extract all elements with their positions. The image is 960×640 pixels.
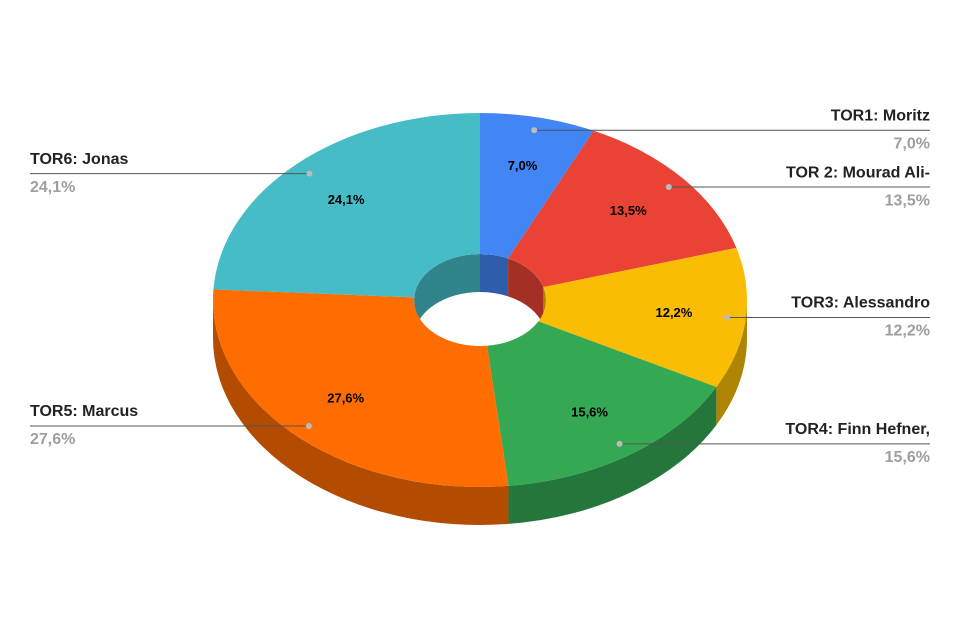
legend-label: TOR3: Alessandro: [791, 295, 930, 312]
leader-dot: [531, 127, 538, 134]
slice-side: [716, 300, 747, 425]
legend-value: 24,1%: [30, 179, 75, 196]
slice-label: 27,6%: [327, 390, 364, 405]
slice-label: 7,0%: [508, 158, 538, 173]
legend-label: TOR6: Jonas: [30, 151, 129, 168]
slice: [508, 130, 737, 288]
slice: [480, 113, 594, 259]
slice-label: 15,6%: [571, 404, 608, 419]
legend-value: 27,6%: [30, 431, 75, 448]
hole-wall: [414, 254, 480, 336]
slice-side: [213, 300, 509, 526]
legend-value: 15,6%: [885, 449, 930, 466]
leader-dot: [665, 184, 672, 191]
slice-label: 13,5%: [610, 203, 647, 218]
hole-wall: [508, 258, 544, 326]
legend-label: TOR5: Marcus: [30, 403, 138, 420]
slice: [213, 289, 509, 487]
legend-value: 7,0%: [894, 135, 930, 152]
slice: [487, 321, 717, 486]
slice-label: 24,1%: [328, 192, 365, 207]
slice: [213, 113, 480, 298]
labels: 7,0% TOR1: Moritz 7,0% 13,5% TOR 2: Mourad A…: [30, 107, 930, 466]
slice-side: [508, 386, 717, 524]
leader-dot: [616, 440, 623, 447]
inner-walls: [414, 254, 546, 338]
sides: [213, 300, 747, 526]
legend-value: 13,5%: [885, 192, 930, 209]
leader-dot: [724, 314, 731, 321]
legend-label: TOR4: Finn Hefner,: [785, 421, 930, 438]
slice: [538, 247, 747, 387]
tops: [213, 113, 747, 487]
leader-dot: [305, 423, 312, 430]
leader-dot: [306, 170, 313, 177]
legend-label: TOR 2: Mourad Ali-: [786, 164, 930, 181]
legend-label: TOR1: Moritz: [831, 107, 930, 124]
legend-value: 12,2%: [885, 323, 930, 340]
hole-wall: [480, 254, 509, 297]
slice-label: 12,2%: [655, 305, 692, 320]
